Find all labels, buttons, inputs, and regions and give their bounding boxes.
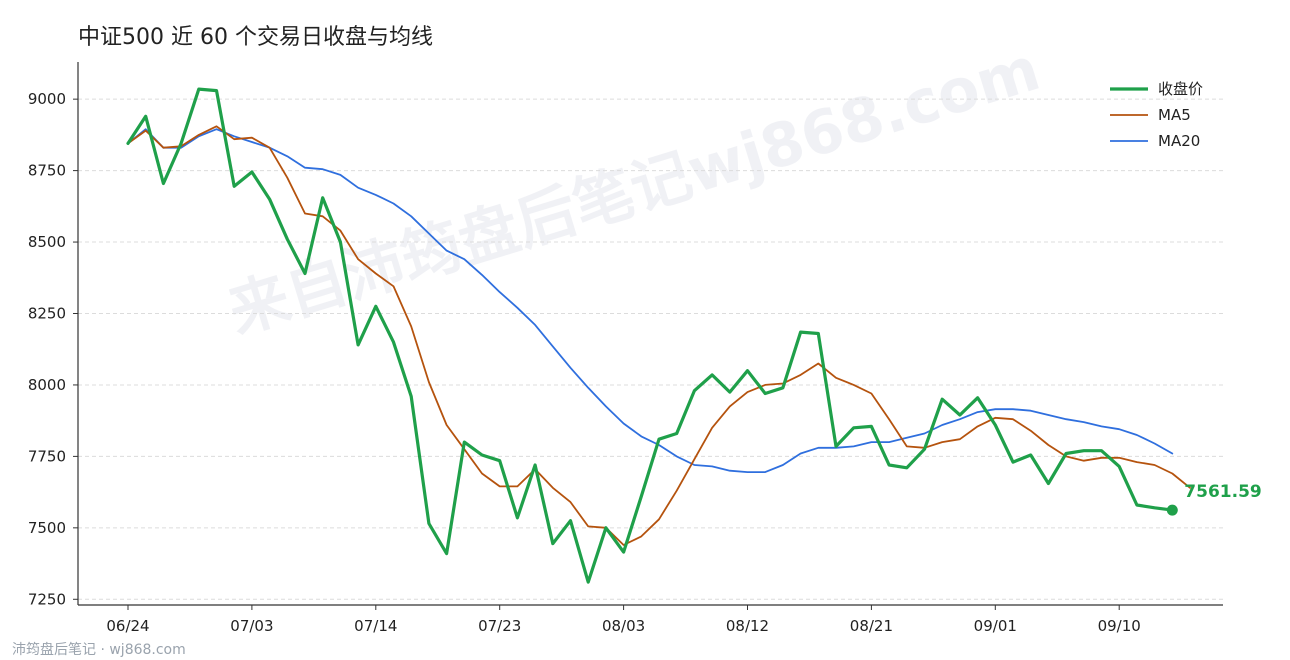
y-tick-label-0: 7250 — [28, 590, 66, 608]
series-line-0 — [126, 87, 1174, 584]
x-tick-label-1: 07/03 — [230, 617, 273, 635]
last-value-label: 7561.59 — [1184, 482, 1261, 502]
axes — [77, 62, 1223, 606]
series-lines — [126, 87, 1191, 584]
y-axis-ticks: 7250 7500 7750 8000 8250 8500 8750 9000 — [28, 90, 78, 608]
y-tick-label-5: 8500 — [28, 233, 66, 251]
series-line-1 — [127, 125, 1191, 546]
y-tick-label-6: 8750 — [28, 162, 66, 180]
legend: 收盘价 MA5 MA20 — [1110, 80, 1203, 150]
last-point-dot — [1166, 504, 1178, 516]
y-tick-label-2: 7750 — [28, 447, 66, 465]
y-tick-label-3: 8000 — [28, 376, 66, 394]
legend-label-1: MA5 — [1158, 106, 1191, 124]
x-tick-label-4: 08/03 — [602, 617, 645, 635]
x-tick-label-3: 07/23 — [478, 617, 521, 635]
x-tick-label-8: 09/10 — [1098, 617, 1141, 635]
x-tick-label-7: 09/01 — [974, 617, 1017, 635]
watermark-text: 来自沛筠盘后笔记wj868.com — [221, 34, 1048, 348]
x-tick-label-0: 06/24 — [106, 617, 149, 635]
footer-text: 沛筠盘后笔记 · wj868.com — [12, 641, 186, 658]
legend-label-0: 收盘价 — [1158, 80, 1203, 98]
x-tick-label-2: 07/14 — [354, 617, 397, 635]
grid-lines — [78, 98, 1223, 600]
series-line-2 — [127, 128, 1174, 474]
x-tick-label-6: 08/21 — [850, 617, 893, 635]
y-tick-label-7: 9000 — [28, 90, 66, 108]
y-tick-label-1: 7500 — [28, 519, 66, 537]
legend-label-2: MA20 — [1158, 132, 1200, 150]
y-tick-label-4: 8250 — [28, 304, 66, 322]
last-point-marker: 7561.59 — [1166, 482, 1262, 516]
x-tick-label-5: 08/12 — [726, 617, 769, 635]
chart-title: 中证500 近 60 个交易日收盘与均线 — [78, 25, 433, 50]
x-axis-ticks: 06/24 07/03 07/14 07/23 08/03 08/12 08/21 09/01… — [106, 605, 1141, 635]
